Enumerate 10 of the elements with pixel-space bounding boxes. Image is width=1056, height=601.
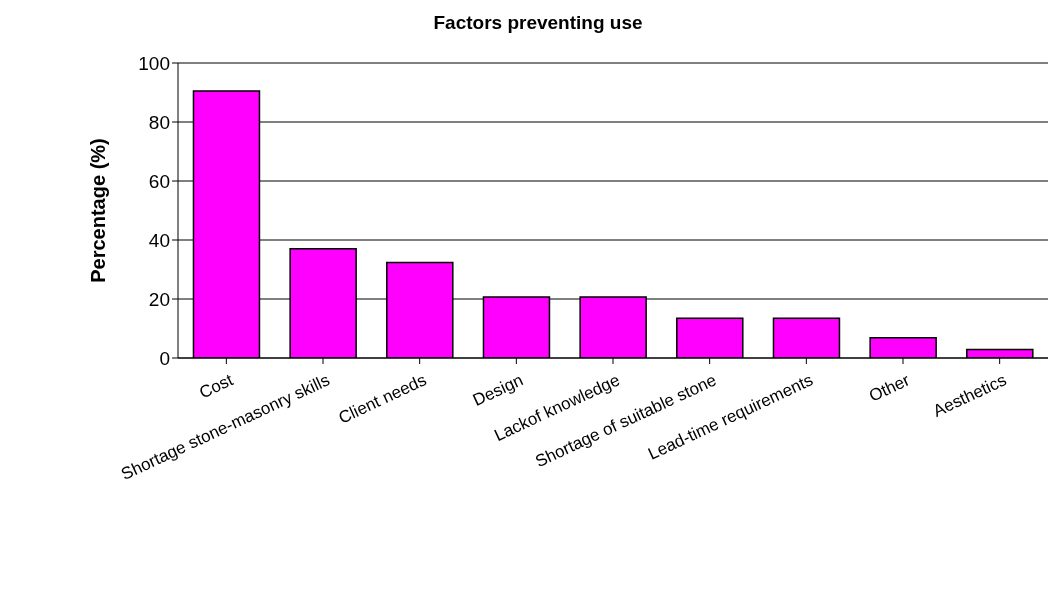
y-axis-title: Percentage (%) <box>87 138 110 283</box>
x-tick-label: Client needs <box>335 370 430 428</box>
x-tick-label: Other <box>866 370 913 406</box>
y-tick-label: 40 <box>148 229 170 251</box>
y-tick-label: 60 <box>148 170 170 192</box>
y-tick-label: 0 <box>159 347 170 369</box>
y-tick-label: 80 <box>148 111 170 133</box>
y-tick-label: 100 <box>138 52 170 74</box>
y-tick-label: 20 <box>148 288 170 310</box>
chart-title: Factors preventing use <box>432 12 644 34</box>
